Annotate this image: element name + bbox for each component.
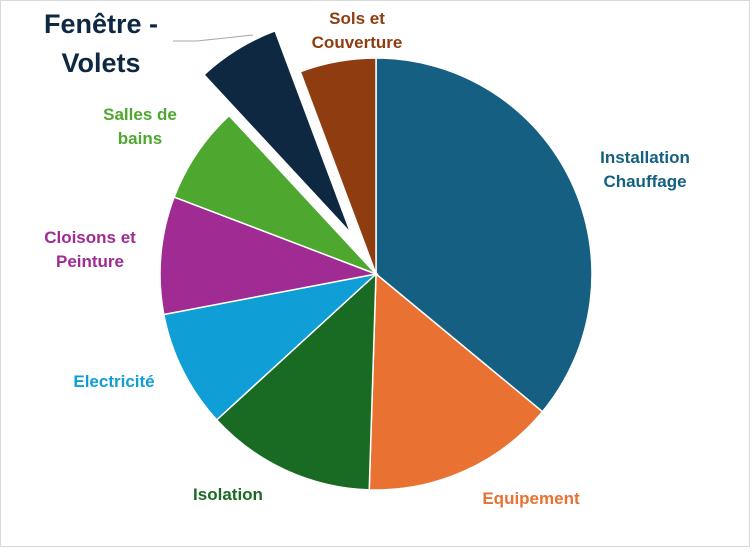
pie-slice-isolation: [215, 272, 377, 491]
pie-slice-installation-chauffage: [375, 57, 593, 413]
pie-slice-sols-et-couverture: [299, 57, 377, 275]
slice-label-isolation: Isolation: [193, 485, 263, 504]
slice-label-line: Equipement: [482, 489, 580, 508]
slice-label-line: Salles de: [103, 105, 177, 124]
slice-label-line: Electricité: [73, 372, 154, 391]
slice-label-line: Fenêtre -: [44, 9, 158, 39]
slice-label-electricite: Electricité: [73, 372, 154, 391]
pie-slice-fenetre-volets: [202, 29, 352, 234]
slice-label-line: Couverture: [312, 33, 403, 52]
slice-label-salles-de-bains: Salles de bains: [103, 105, 177, 148]
pie-slice-equipement: [368, 272, 544, 491]
slice-label-line: Sols et: [329, 9, 385, 28]
slice-label-line: Chauffage: [603, 172, 686, 191]
pie-slice-salles-de-bains: [173, 114, 377, 275]
slice-label-line: Cloisons et: [44, 228, 136, 247]
slice-label-line: Volets: [61, 48, 140, 78]
slice-label-line: Isolation: [193, 485, 263, 504]
slice-label-line: Peinture: [56, 252, 124, 271]
slice-label-line: bains: [118, 129, 162, 148]
slice-label-cloisons-et-peinture: Cloisons et Peinture: [44, 228, 136, 271]
slice-label-fenetre-volets: Fenêtre - Volets: [44, 9, 158, 78]
slice-label-sols-et-couverture: Sols et Couverture: [312, 9, 403, 52]
slice-label-equipement: Equipement: [482, 489, 580, 508]
slice-label-installation-chauffage: Installation Chauffage: [600, 148, 690, 191]
slice-label-line: Installation: [600, 148, 690, 167]
leader-line: [173, 34, 254, 42]
pie-slice-electricite: [162, 272, 379, 421]
pie-slice-cloisons-et-peinture: [159, 196, 379, 316]
